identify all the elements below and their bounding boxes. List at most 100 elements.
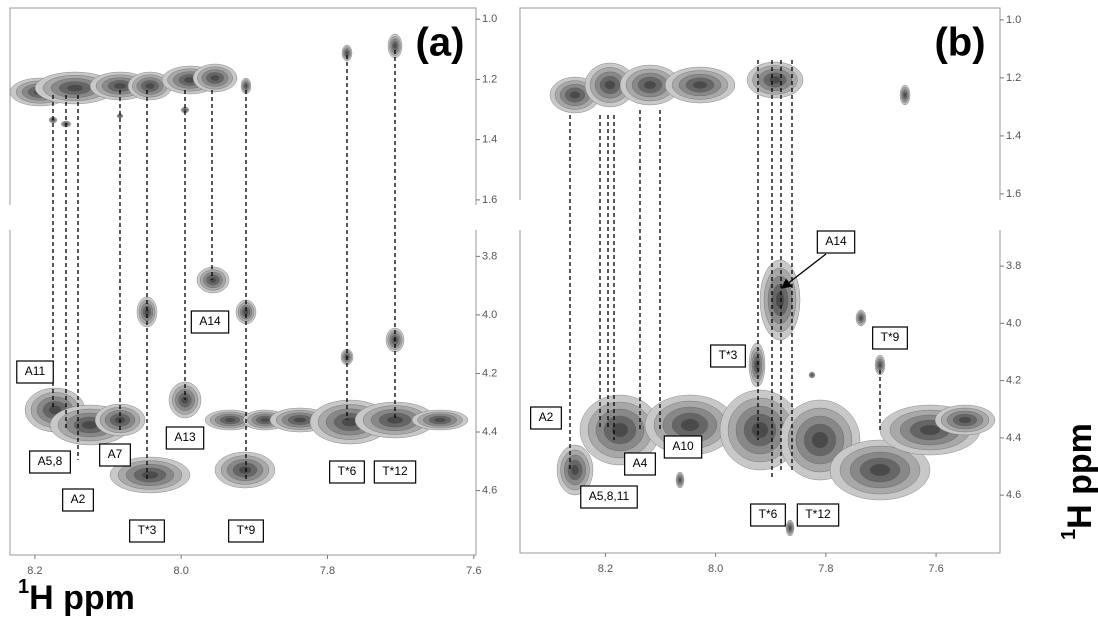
x-axis-label: 1H ppm: [18, 576, 135, 617]
panel-label: (b): [934, 21, 985, 65]
contour: [113, 82, 127, 90]
x-tick-label: 7.8: [818, 563, 833, 575]
contour: [293, 417, 307, 423]
annotation-label: T*9: [881, 330, 900, 344]
y-tick-label: 4.6: [1006, 489, 1021, 501]
annotation-label: T*12: [805, 507, 831, 521]
contour: [643, 80, 657, 90]
annotation-label: T*6: [338, 464, 357, 478]
contour: [692, 81, 708, 89]
annotation-box: [16, 360, 54, 384]
contour: [345, 51, 349, 55]
annotation-label: A5,8: [38, 454, 63, 468]
annotation-box: [624, 452, 656, 476]
axis-label-text: H ppm: [1061, 423, 1098, 529]
y-tick-label: 4.0: [482, 309, 497, 321]
contour: [751, 421, 769, 439]
y-tick-label: 4.4: [1006, 432, 1021, 444]
contour: [811, 431, 829, 449]
y-tick-label: 1.0: [1006, 14, 1021, 26]
contour: [775, 291, 785, 309]
y-tick-label: 1.6: [1006, 188, 1021, 200]
contour: [393, 43, 397, 49]
y-tick-label: 1.0: [482, 13, 497, 25]
x-tick-label: 8.2: [27, 565, 42, 577]
y-tick-label: 1.2: [1006, 72, 1021, 84]
plot-frame: [519, 7, 1001, 554]
y-tick-label: 4.4: [482, 426, 497, 438]
y-tick-label: 1.6: [482, 194, 497, 206]
annotation-box: [129, 519, 165, 543]
contour: [569, 91, 581, 99]
contour: [919, 424, 941, 436]
annotation-box: [329, 460, 365, 484]
contour: [244, 84, 248, 88]
y-axis-label: 1H ppm: [1058, 423, 1098, 540]
annotation-label: A14: [199, 314, 221, 328]
annotation-box: [710, 344, 746, 368]
annotation-label: A13: [174, 430, 196, 444]
contour: [958, 416, 972, 424]
contour: [811, 374, 813, 376]
annotation-label: A7: [108, 447, 123, 461]
x-tick-label: 7.8: [320, 565, 335, 577]
contour: [66, 84, 84, 92]
contour: [119, 115, 121, 117]
contour: [903, 92, 907, 98]
annotation-label: A14: [825, 234, 847, 248]
annotation-label: A4: [633, 456, 648, 470]
annotation-label: T*9: [237, 523, 256, 537]
annotation-label: A2: [539, 410, 554, 424]
y-tick-label: 1.2: [482, 73, 497, 85]
annotation-box: [62, 488, 94, 512]
y-tick-label: 1.4: [482, 134, 497, 146]
annotation-box: [816, 230, 856, 254]
x-tick-label: 8.0: [174, 565, 189, 577]
contour: [260, 417, 270, 423]
contour: [210, 74, 220, 82]
contour: [680, 418, 700, 432]
y-tick-label: 4.6: [482, 484, 497, 496]
axis-label-sup: 1: [18, 576, 29, 598]
annotation-box: [99, 443, 131, 467]
annotation-label: A2: [71, 492, 86, 506]
annotation-arrow: [780, 253, 827, 289]
annotation-box: [796, 503, 840, 527]
y-tick-label: 3.8: [1006, 260, 1021, 272]
contour: [769, 76, 781, 84]
contour: [48, 405, 62, 415]
contour: [209, 277, 217, 283]
annotation-label: A10: [672, 439, 694, 453]
panel-label: (a): [416, 21, 465, 65]
y-tick-label: 4.2: [482, 367, 497, 379]
contour: [571, 464, 579, 476]
annotation-box: [750, 503, 786, 527]
annotation-box: [165, 426, 205, 450]
contour: [434, 417, 446, 423]
contour: [611, 422, 629, 438]
contour: [183, 109, 187, 111]
annotation-box: [29, 450, 71, 474]
contour: [678, 478, 682, 482]
axis-label-text: H ppm: [29, 579, 135, 617]
plot-frame: [9, 7, 477, 556]
x-tick-label: 7.6: [466, 565, 481, 577]
annotation-label: T*6: [759, 507, 778, 521]
annotation-label: A11: [25, 364, 46, 378]
annotation-box: [190, 310, 230, 334]
contour: [869, 463, 891, 477]
annotation-box: [530, 406, 562, 430]
annotation-box: [663, 435, 703, 459]
y-tick-label: 1.4: [1006, 130, 1021, 142]
contour: [224, 417, 236, 423]
annotation-box: [580, 485, 638, 509]
y-tick-label: 3.8: [482, 250, 497, 262]
contour: [145, 82, 155, 90]
contour: [878, 362, 882, 368]
contour: [604, 80, 616, 90]
contour: [788, 526, 792, 530]
annotation-label: T*3: [719, 348, 738, 362]
y-tick-label: 4.0: [1006, 317, 1021, 329]
x-tick-label: 7.6: [928, 563, 943, 575]
